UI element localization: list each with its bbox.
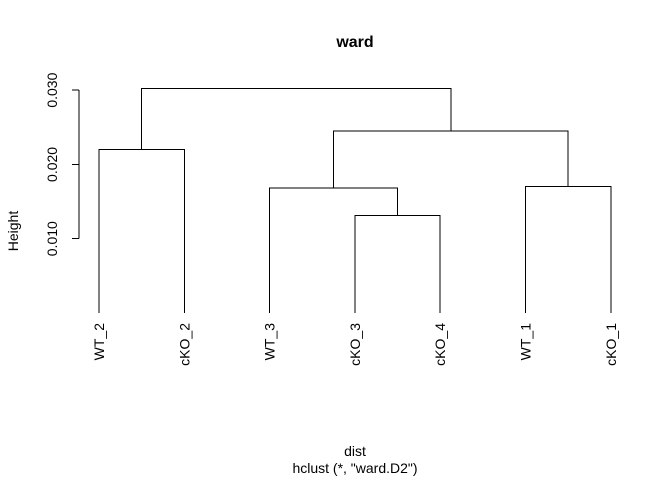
y-tick-label: 0.030	[44, 72, 60, 107]
method-subtitle: hclust (*, "ward.D2")	[292, 460, 417, 476]
leaf-label: WT_3	[262, 323, 278, 361]
y-axis: 0.010 0.020 0.030	[44, 72, 80, 256]
dendrogram-branch	[354, 215, 441, 313]
leaf-label: cKO_1	[603, 323, 619, 366]
dendrogram-branch	[269, 187, 399, 313]
leaf-label: WT_2	[91, 323, 107, 361]
dendrogram-branch	[333, 130, 569, 189]
x-axis-label: dist	[344, 443, 366, 459]
y-ticks: 0.010 0.020 0.030	[44, 72, 79, 256]
y-tick-label: 0.020	[44, 147, 60, 182]
leaf-labels: WT_2 cKO_2 WT_3 cKO_3 cKO_4 WT_1 cKO_1	[91, 323, 619, 366]
dendrogram-branch	[141, 88, 452, 150]
dendrogram-branches	[98, 88, 612, 313]
leaf-label: cKO_2	[176, 323, 192, 366]
leaf-label: WT_1	[518, 323, 534, 361]
y-axis-label: Height	[5, 211, 21, 252]
chart-title: ward	[335, 34, 373, 51]
dendrogram-branch	[525, 186, 612, 313]
dendrogram-branch	[98, 149, 185, 313]
y-tick-label: 0.010	[44, 221, 60, 256]
leaf-label: cKO_4	[432, 323, 448, 366]
leaf-label: cKO_3	[347, 323, 363, 366]
